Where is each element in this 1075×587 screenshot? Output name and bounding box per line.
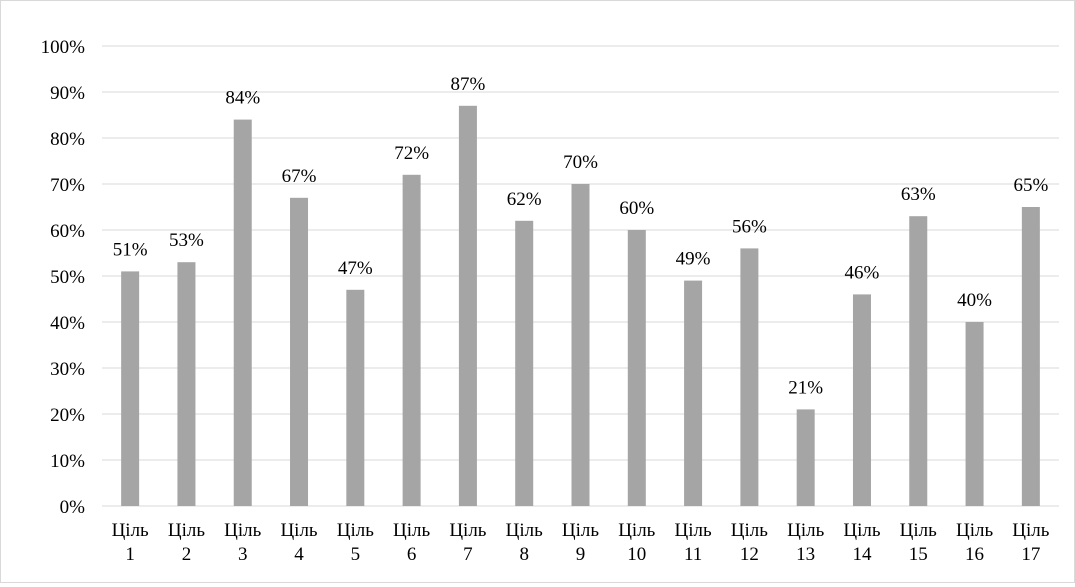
x-axis-category-labels: Ціль 1 Ціль 2 Ціль 3 Ціль 4 Ціль 5 Ціль 6 Ціль 7 Ціль 8… (112, 520, 1050, 565)
data-label: 72% (394, 143, 429, 164)
bar (233, 119, 252, 506)
bar (740, 248, 759, 506)
x-tick-label-number: 6 (407, 544, 417, 565)
data-label: 63% (901, 184, 936, 205)
data-label: 21% (788, 377, 823, 398)
y-axis-tick-labels: 0% 10% 20% 30% 40% 50% 60% 70% 80% 90% 100% (41, 37, 86, 518)
bar (458, 105, 477, 507)
x-tick-label: Ціль (506, 520, 543, 541)
x-tick-label: Ціль (224, 520, 261, 541)
x-tick-label: Ціль (956, 520, 993, 541)
x-tick-label-number: 13 (796, 544, 815, 565)
data-label: 62% (507, 189, 542, 210)
y-tick-label: 60% (50, 221, 85, 242)
x-tick-label-number: 3 (238, 544, 248, 565)
x-tick-label: Ціль (449, 520, 486, 541)
data-label: 87% (450, 74, 485, 95)
x-tick-label: Ціль (562, 520, 599, 541)
x-tick-label: Ціль (787, 520, 824, 541)
data-label: 49% (676, 249, 711, 270)
x-tick-label-number: 14 (852, 544, 872, 565)
x-tick-label: Ціль (1012, 520, 1049, 541)
x-tick-label-number: 9 (576, 544, 586, 565)
y-tick-label: 40% (50, 313, 85, 334)
data-label: 51% (113, 239, 148, 260)
data-label: 46% (845, 262, 880, 283)
bar (346, 289, 365, 506)
bar (852, 294, 871, 506)
bars (121, 105, 1040, 507)
y-tick-label: 10% (50, 451, 85, 472)
bar (965, 322, 984, 506)
data-label: 40% (957, 290, 992, 311)
x-tick-label: Ціль (618, 520, 655, 541)
x-tick-label: Ціль (731, 520, 768, 541)
bar (571, 184, 590, 506)
y-tick-label: 80% (50, 129, 85, 150)
y-tick-label: 50% (50, 267, 85, 288)
data-labels: 51% 53% 84% 67% 47% 72% 87% 62% 70% 60% 49% 56% 21% 4… (113, 74, 1049, 399)
x-tick-label-number: 11 (684, 544, 702, 565)
data-label: 67% (282, 166, 317, 187)
x-tick-label-number: 5 (351, 544, 361, 565)
y-tick-label: 70% (50, 175, 85, 196)
x-tick-label-number: 1 (125, 544, 135, 565)
x-tick-label-number: 16 (965, 544, 984, 565)
x-tick-label: Ціль (843, 520, 880, 541)
data-label: 84% (225, 88, 260, 109)
bar (515, 220, 534, 507)
y-tick-label: 90% (50, 83, 85, 104)
data-label: 60% (619, 198, 654, 219)
bar (796, 409, 815, 506)
y-tick-label: 30% (50, 359, 85, 380)
data-label: 65% (1013, 175, 1048, 196)
x-tick-label-number: 12 (740, 544, 759, 565)
y-tick-label: 20% (50, 405, 85, 426)
y-tick-label: 100% (41, 37, 86, 58)
bar (909, 216, 928, 506)
data-label: 70% (563, 152, 598, 173)
x-tick-label-number: 2 (182, 544, 192, 565)
data-label: 56% (732, 216, 767, 237)
x-tick-label: Ціль (900, 520, 937, 541)
x-tick-label-number: 15 (909, 544, 928, 565)
data-label: 47% (338, 258, 373, 279)
bar (121, 271, 140, 506)
x-tick-label-number: 8 (519, 544, 529, 565)
x-tick-label: Ціль (393, 520, 430, 541)
y-tick-label: 0% (60, 497, 86, 518)
x-tick-label-number: 4 (294, 544, 304, 565)
bar (402, 174, 421, 507)
bar (290, 197, 309, 507)
x-tick-label: Ціль (337, 520, 374, 541)
x-tick-label-number: 7 (463, 544, 473, 565)
x-tick-label: Ціль (168, 520, 205, 541)
x-tick-label-number: 10 (627, 544, 646, 565)
x-tick-label: Ціль (675, 520, 712, 541)
x-tick-label-number: 17 (1021, 544, 1040, 565)
x-tick-label: Ціль (112, 520, 149, 541)
bar (627, 230, 646, 506)
bar (684, 280, 703, 506)
data-label: 53% (169, 230, 204, 251)
bar (177, 262, 196, 506)
x-tick-label: Ціль (280, 520, 317, 541)
bar (1021, 207, 1040, 506)
